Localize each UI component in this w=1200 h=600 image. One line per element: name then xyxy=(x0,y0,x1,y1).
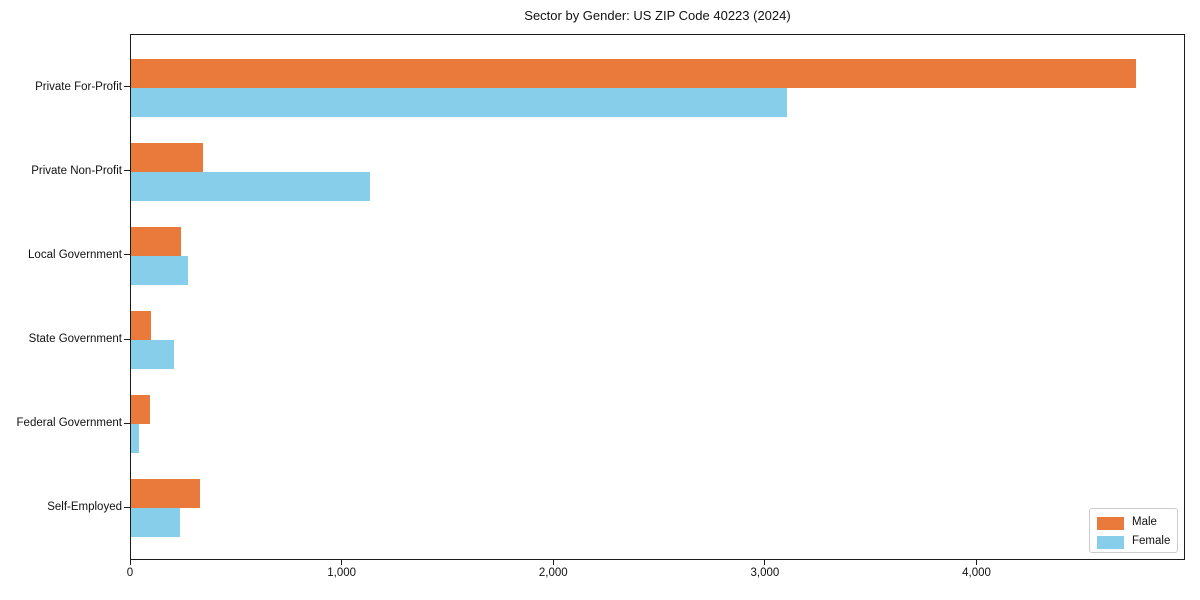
x-tick-mark xyxy=(764,560,766,565)
bar-male-1 xyxy=(131,142,203,172)
x-tick-mark xyxy=(341,560,343,565)
x-tick-label: 4,000 xyxy=(962,567,991,579)
y-tick-mark xyxy=(124,86,130,88)
legend-label: Male xyxy=(1132,516,1157,528)
y-tick-label: State Government xyxy=(28,333,122,346)
legend: Male Female xyxy=(1089,508,1178,553)
bar-male-4 xyxy=(131,395,151,425)
y-tick-mark xyxy=(124,338,130,340)
y-tick-label: Private For-Profit xyxy=(35,80,122,93)
y-tick-mark xyxy=(124,170,130,172)
chart-title: Sector by Gender: US ZIP Code 40223 (202… xyxy=(524,8,791,23)
bar-female-4 xyxy=(131,424,140,454)
legend-swatch-male xyxy=(1097,517,1124,530)
plot-area xyxy=(130,34,1185,560)
bar-male-5 xyxy=(131,479,200,509)
x-tick-label: 2,000 xyxy=(538,567,568,579)
x-tick-label: 3,000 xyxy=(750,567,780,579)
y-tick-label: Private Non-Profit xyxy=(31,164,122,177)
x-tick-label: 0 xyxy=(126,567,134,579)
bar-female-3 xyxy=(131,340,175,370)
bar-female-0 xyxy=(131,87,788,117)
bar-female-1 xyxy=(131,171,371,201)
y-tick-mark xyxy=(124,254,130,256)
legend-item-female: Female xyxy=(1090,533,1177,551)
y-tick-label: Federal Government xyxy=(16,417,122,430)
x-tick-mark xyxy=(976,560,978,565)
x-tick-label: 1,000 xyxy=(327,567,357,579)
y-tick-mark xyxy=(124,422,130,424)
y-tick-label: Local Government xyxy=(28,248,122,261)
bar-female-5 xyxy=(131,508,180,538)
bar-female-2 xyxy=(131,255,189,285)
legend-swatch-female xyxy=(1097,536,1124,549)
legend-item-male: Male xyxy=(1090,514,1177,532)
bar-male-0 xyxy=(131,58,1137,88)
x-tick-mark xyxy=(552,560,554,565)
bar-male-3 xyxy=(131,311,152,341)
x-tick-mark xyxy=(129,560,131,565)
y-tick-mark xyxy=(124,506,130,508)
legend-label: Female xyxy=(1132,535,1171,547)
bar-male-2 xyxy=(131,226,181,256)
y-tick-label: Self-Employed xyxy=(47,501,122,514)
